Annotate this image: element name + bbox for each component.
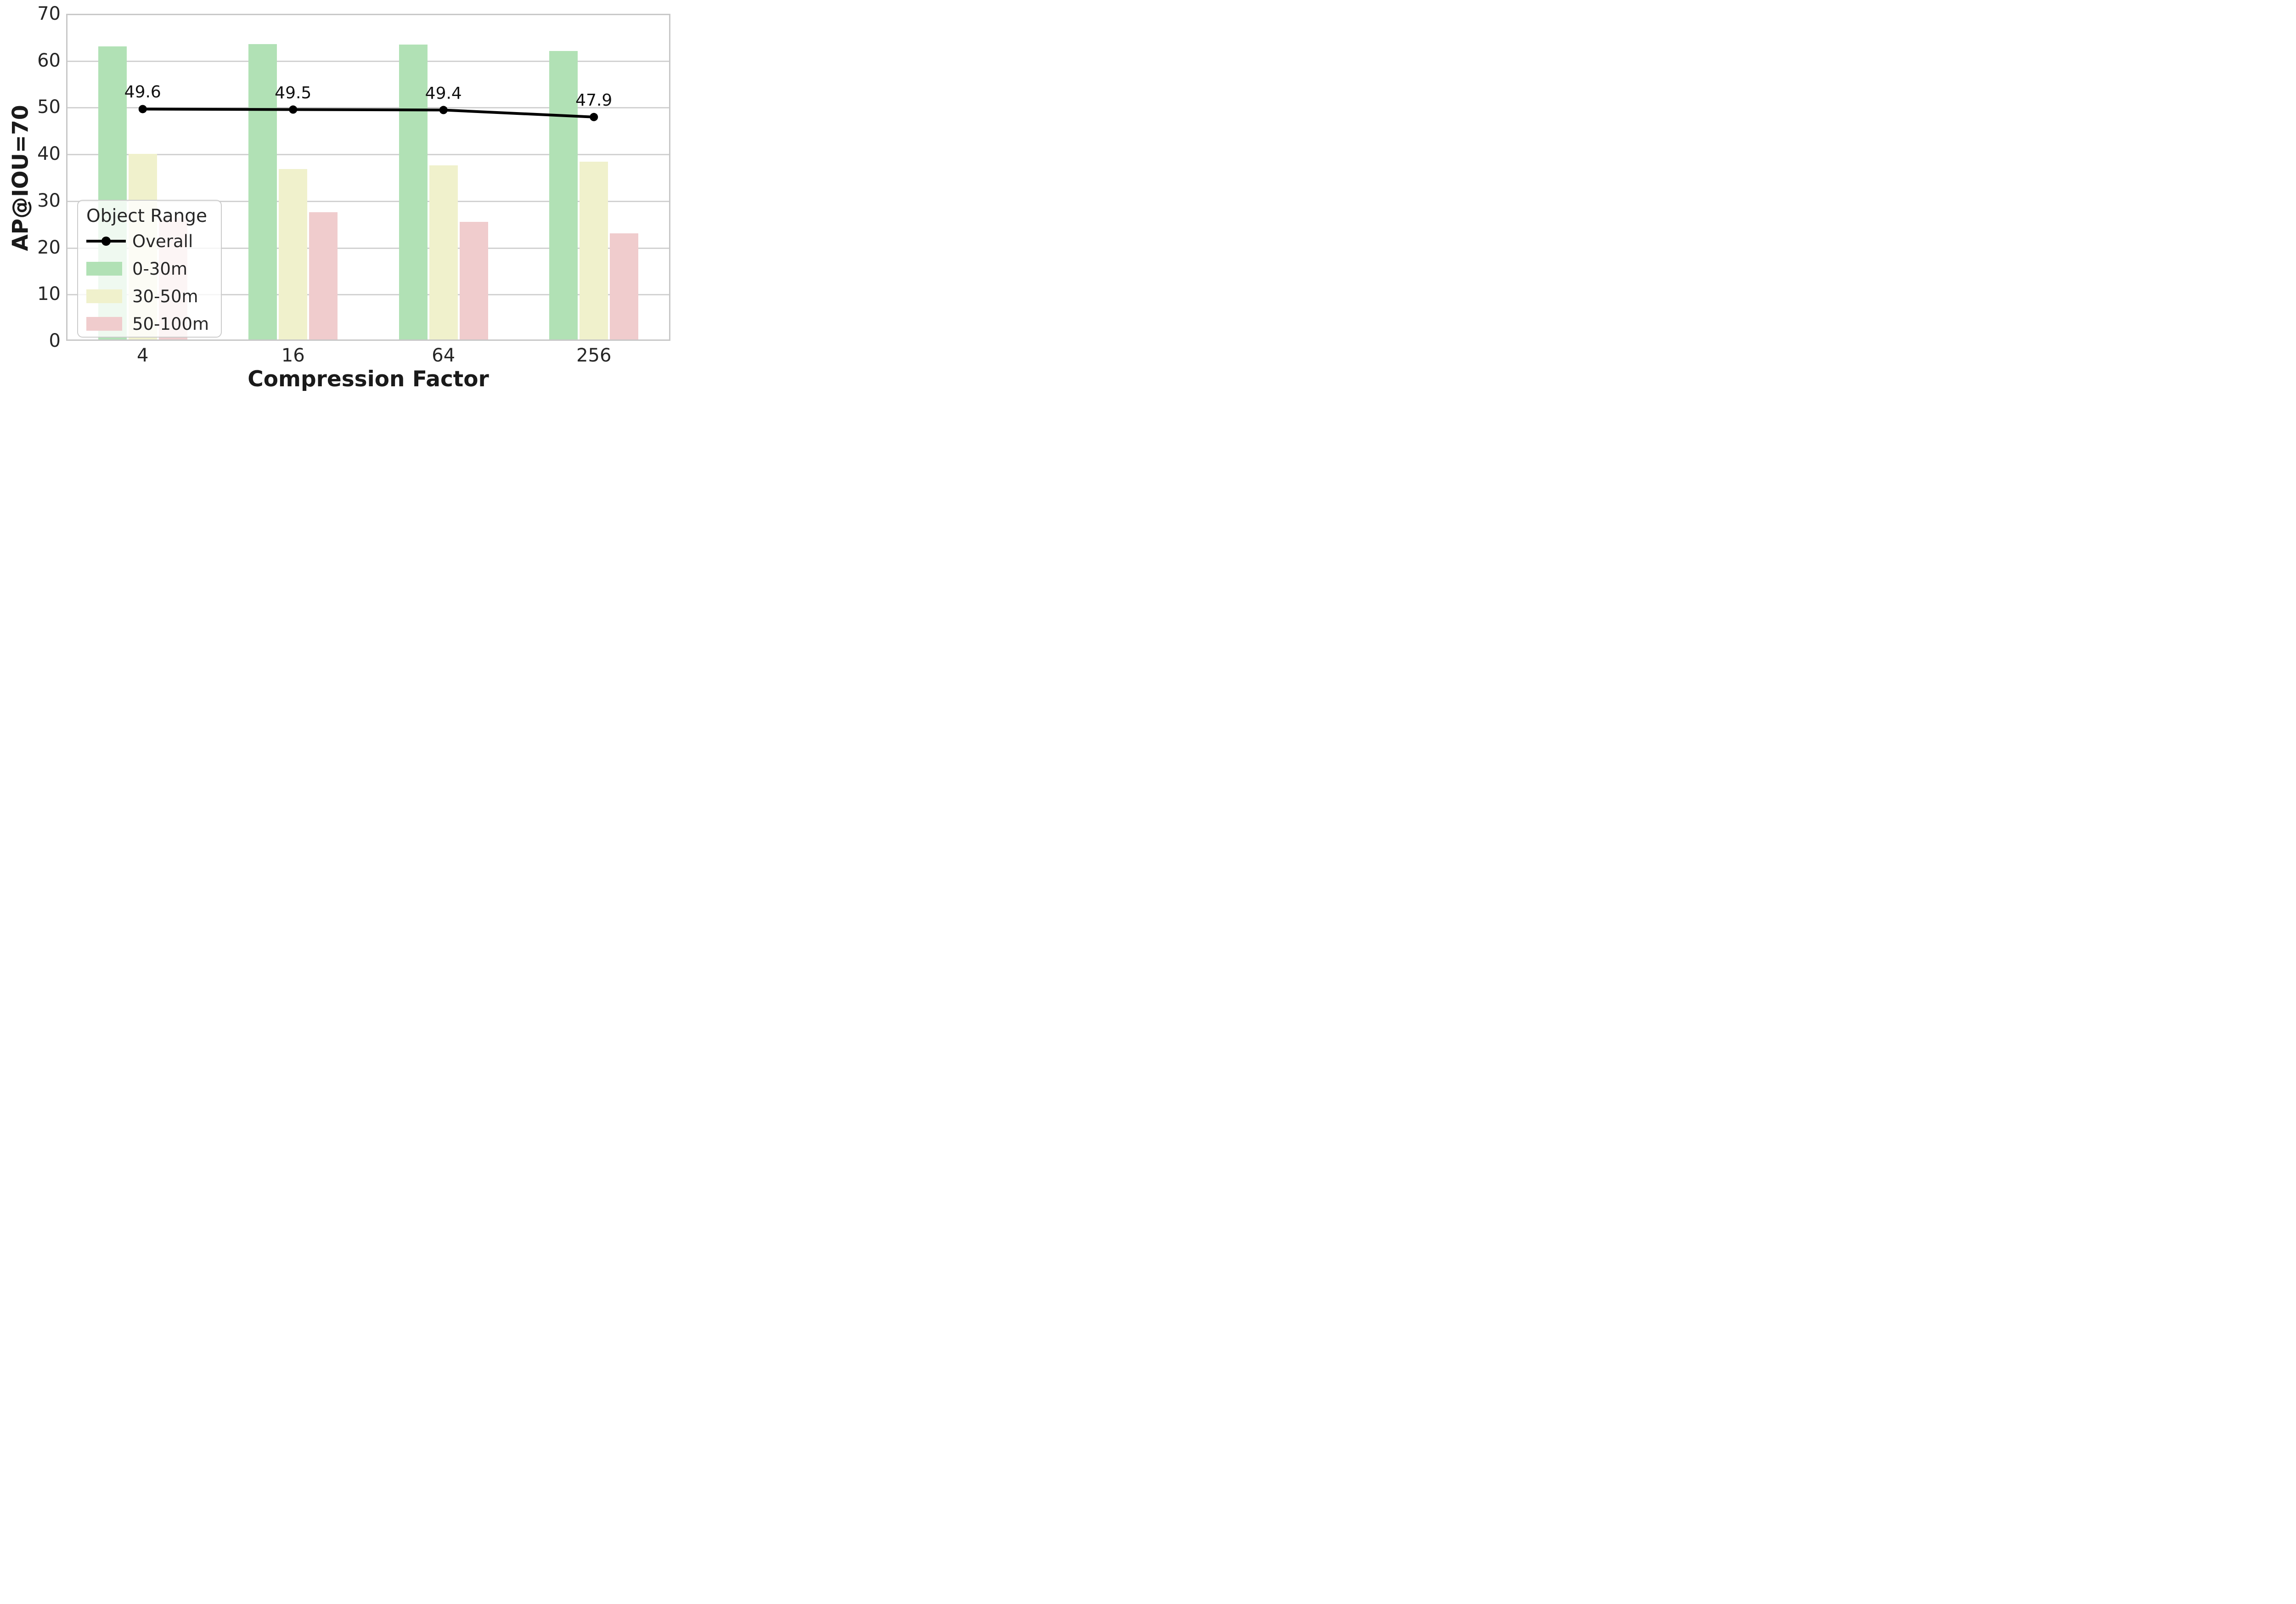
gridline-y-10: [68, 294, 669, 296]
overall-marker-x4: [138, 105, 147, 113]
bar-0-30m-x256: [549, 51, 578, 339]
legend-label-50-100m: 50-100m: [132, 314, 209, 334]
plot-area: 49.6 49.5 49.4 47.9 Object Range Overall 0-3…: [66, 14, 670, 341]
y-tick-60: 60: [37, 50, 61, 71]
overall-value-label-x256: 47.9: [575, 90, 613, 110]
legend-label-0-30m: 0-30m: [132, 259, 188, 279]
y-tick-30: 30: [37, 190, 61, 211]
legend-line-key-icon: [86, 237, 126, 246]
bar-50-100m-x64: [459, 221, 488, 339]
overall-value-label-x4: 49.6: [124, 83, 161, 102]
legend-label-Overall: Overall: [132, 231, 193, 251]
y-tick-40: 40: [37, 143, 61, 165]
x-tick-64: 64: [432, 345, 456, 366]
legend-label-30-50m: 30-50m: [132, 286, 198, 306]
legend: Object Range Overall 0-30m 30-50m 50-100m: [77, 200, 222, 338]
y-tick-70: 70: [37, 3, 61, 24]
overall-marker-x16: [289, 105, 298, 114]
bar-50-100m-x16: [309, 212, 338, 339]
legend-swatch-0-30m: [86, 262, 122, 276]
legend-swatch-50-100m: [86, 317, 122, 331]
x-axis-label: Compression Factor: [248, 367, 489, 392]
x-tick-16: 16: [281, 345, 305, 366]
y-tick-50: 50: [37, 96, 61, 118]
bar-0-30m-x64: [399, 45, 428, 339]
bar-30-50m-x16: [279, 169, 308, 339]
legend-item-Overall: Overall: [86, 227, 213, 255]
y-tick-10: 10: [37, 283, 61, 305]
gridline-y-30: [68, 200, 669, 202]
x-tick-4: 4: [137, 345, 149, 366]
gridline-y-20: [68, 247, 669, 249]
bar-30-50m-x64: [429, 165, 458, 339]
legend-title: Object Range: [86, 206, 208, 226]
overall-marker-x256: [590, 113, 598, 121]
legend-item-0-30m: 0-30m: [86, 255, 213, 282]
gridline-y-40: [68, 154, 669, 156]
x-tick-256: 256: [576, 345, 612, 366]
figure: AP@IOU=70 49.6 49.5 49.4 47.9 Object Range …: [0, 0, 677, 401]
overall-line: [142, 107, 594, 119]
legend-item-30-50m: 30-50m: [86, 282, 213, 310]
y-tick-0: 0: [49, 330, 61, 351]
legend-line-marker-icon: [101, 237, 111, 246]
legend-items: Overall 0-30m 30-50m 50-100m: [86, 227, 213, 338]
y-tick-20: 20: [37, 237, 61, 258]
bar-0-30m-x16: [248, 44, 277, 339]
legend-swatch-30-50m: [86, 289, 122, 303]
bar-30-50m-x256: [580, 162, 608, 339]
bar-50-100m-x256: [610, 233, 639, 339]
overall-value-label-x16: 49.5: [275, 83, 312, 102]
overall-value-label-x64: 49.4: [425, 84, 462, 103]
legend-item-50-100m: 50-100m: [86, 310, 213, 338]
gridline-y-60: [68, 60, 669, 62]
